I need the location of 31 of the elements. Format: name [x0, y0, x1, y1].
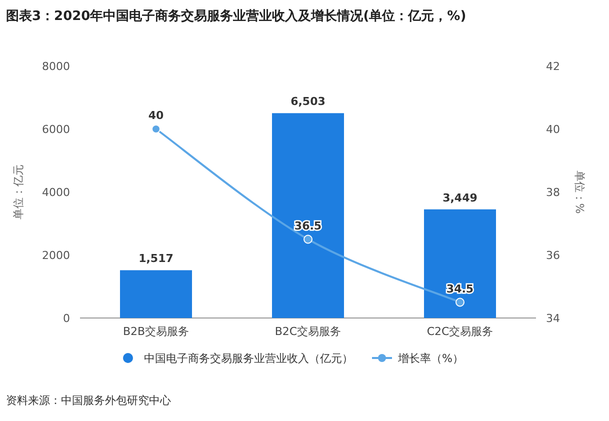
- y2-axis-title: 单位：%: [573, 170, 586, 214]
- data-label: 3,449: [442, 191, 478, 204]
- point: [152, 124, 160, 134]
- x-tick-label: C2C交易服务: [426, 325, 494, 338]
- legend-label: 中国电子商务交易服务业营业收入（亿元）: [144, 352, 353, 365]
- y2-tick-label: 42: [546, 60, 560, 73]
- point: [304, 234, 312, 244]
- data-label: 1,517: [138, 252, 174, 266]
- y-axis-title: 单位：亿元: [12, 164, 25, 220]
- y-tick-label: 4000: [42, 186, 70, 199]
- y2-tick-label: 38: [546, 186, 560, 199]
- data-label: 6,503: [290, 95, 326, 108]
- chart-title: 图表3：2020年中国电子商务交易服务业营业收入及增长情况(单位：亿元，%): [6, 8, 466, 24]
- legend-label: 增长率（%）: [397, 352, 464, 365]
- bar: [424, 209, 496, 318]
- y-tick-label: 0: [63, 312, 70, 325]
- y2-tick-label: 36: [546, 249, 560, 262]
- x-tick-label: B2C交易服务: [274, 325, 342, 338]
- point: [456, 298, 464, 307]
- bar: [272, 113, 344, 318]
- y2-tick-label: 40: [546, 123, 560, 136]
- x-tick-label: B2B交易服务: [122, 325, 190, 338]
- y-tick-label: 2000: [42, 249, 70, 262]
- y-tick-label: 6000: [42, 123, 70, 136]
- data-label: 40: [148, 109, 164, 122]
- y2-tick-label: 34: [546, 312, 560, 325]
- text: 资料来源：中国服务外包研究中心: [6, 394, 171, 407]
- data-label: 34.5: [446, 282, 474, 296]
- bar: [120, 270, 192, 318]
- y-tick-label: 8000: [42, 60, 70, 73]
- data-label: 36.5: [294, 219, 322, 232]
